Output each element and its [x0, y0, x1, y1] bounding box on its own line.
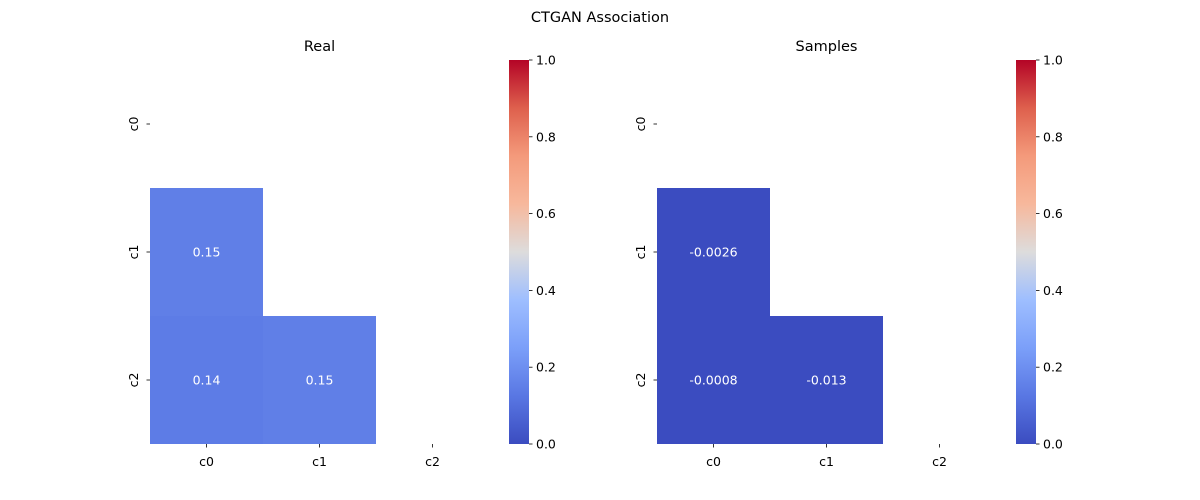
- colorbar: [1016, 60, 1036, 444]
- colorbar-tick-label: 0.4: [536, 283, 556, 298]
- colorbar-tick-label: 0.6: [1043, 206, 1063, 221]
- cell-value-label: -0.0026: [689, 245, 737, 260]
- y-tick-label: c0: [126, 117, 141, 132]
- heatmap-cell: [657, 188, 770, 316]
- x-tick-label: c0: [706, 454, 721, 469]
- heatmap-cell: [150, 188, 263, 316]
- y-tick-label: c2: [633, 373, 648, 388]
- panels: Real 0.15 0.14 0.15 c0 c1 c2 c0 c1 c2 0.0 0.2 0.4 0.6…: [126, 39, 1063, 469]
- colorbar-tick-label: 0.8: [536, 129, 556, 144]
- colorbar-tick-label: 0.6: [536, 206, 556, 221]
- heatmap-cell: [657, 316, 770, 444]
- x-tick-label: c0: [199, 454, 214, 469]
- colorbar-tick-label: 0.4: [1043, 283, 1063, 298]
- panel-title: Samples: [796, 39, 858, 55]
- cell-value-label: 0.15: [306, 373, 334, 388]
- cell-value-label: 0.14: [193, 373, 221, 388]
- colorbar-tick-label: 0.8: [1043, 129, 1063, 144]
- x-tick-label: c2: [425, 454, 440, 469]
- y-tick-label: c0: [633, 117, 648, 132]
- colorbar-tick-label: 0.2: [536, 360, 556, 375]
- figure-title: CTGAN Association: [531, 10, 669, 26]
- y-tick-label: c2: [126, 373, 141, 388]
- cell-value-label: 0.15: [193, 245, 221, 260]
- heatmap-cell: [263, 316, 376, 444]
- y-tick-label: c1: [126, 245, 141, 260]
- heatmap-cell: [770, 316, 883, 444]
- heatmap-cell: [150, 316, 263, 444]
- x-tick-label: c2: [932, 454, 947, 469]
- colorbar-tick-label: 0.0: [536, 437, 556, 452]
- panel-title: Real: [304, 39, 335, 55]
- y-tick-label: c1: [633, 245, 648, 260]
- panel-real: Real 0.15 0.14 0.15 c0 c1 c2 c0 c1 c2 0.0 0.2 0.4 0.6…: [126, 39, 556, 469]
- x-tick-label: c1: [819, 454, 834, 469]
- colorbar-tick-label: 1.0: [536, 53, 556, 68]
- panel-samples: Samples -0.0026 -0.0008 -0.013 c0 c1 c2 c0 c1 c2 0…: [633, 39, 1063, 469]
- x-tick-label: c1: [312, 454, 327, 469]
- colorbar-tick-label: 1.0: [1043, 53, 1063, 68]
- colorbar-tick-label: 0.0: [1043, 437, 1063, 452]
- colorbar: [509, 60, 529, 444]
- colorbar-tick-label: 0.2: [1043, 360, 1063, 375]
- cell-value-label: -0.0008: [689, 373, 737, 388]
- cell-value-label: -0.013: [806, 373, 846, 388]
